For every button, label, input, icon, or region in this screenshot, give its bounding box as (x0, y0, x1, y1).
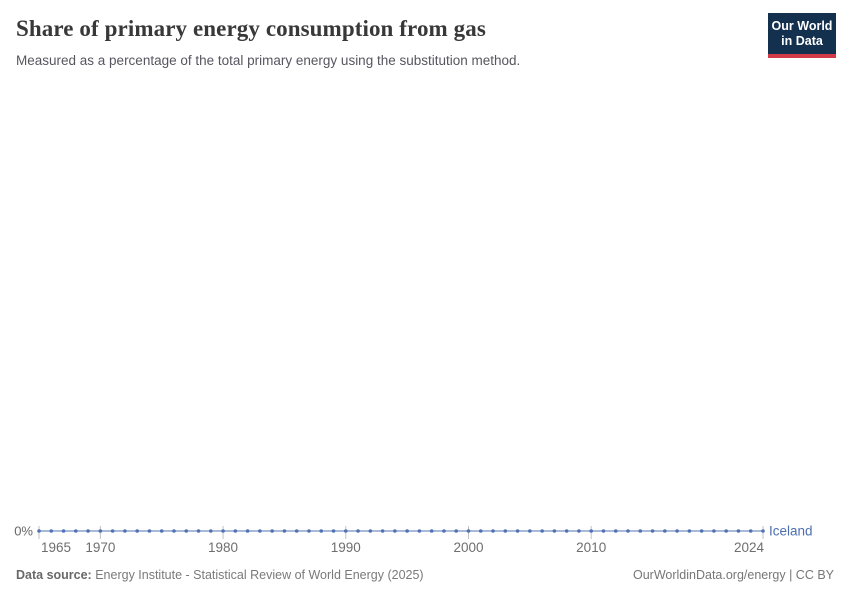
x-tick-label: 1970 (85, 540, 115, 555)
data-point[interactable] (417, 529, 422, 533)
data-point[interactable] (319, 529, 324, 533)
data-point[interactable] (429, 529, 434, 533)
data-source-value: Energy Institute - Statistical Review of… (91, 568, 424, 582)
data-point[interactable] (552, 529, 557, 533)
chart-title: Share of primary energy consumption from… (16, 16, 486, 41)
data-point[interactable] (245, 529, 250, 533)
data-point[interactable] (577, 529, 581, 533)
data-point[interactable] (208, 529, 213, 533)
data-point[interactable] (761, 529, 765, 533)
owid-logo-line2: in Data (781, 33, 823, 48)
data-point[interactable] (380, 529, 385, 533)
data-point[interactable] (478, 529, 483, 533)
data-point[interactable] (221, 529, 225, 533)
data-point[interactable] (405, 529, 409, 533)
data-point[interactable] (687, 529, 692, 533)
y-axis-label: 0% (14, 524, 33, 539)
x-tick-label: 1965 (41, 540, 71, 555)
data-point[interactable] (270, 529, 274, 533)
data-point[interactable] (294, 529, 299, 533)
data-point[interactable] (61, 529, 66, 533)
data-point[interactable] (699, 529, 704, 533)
x-tick-label: 2024 (734, 540, 765, 555)
data-point[interactable] (172, 529, 176, 533)
data-point[interactable] (37, 529, 41, 533)
data-point[interactable] (442, 529, 446, 533)
chart-subtitle: Measured as a percentage of the total pr… (16, 53, 521, 68)
data-source-note: Data source: Energy Institute - Statisti… (16, 568, 424, 582)
data-point[interactable] (135, 529, 139, 533)
data-point[interactable] (564, 529, 569, 533)
data-point[interactable] (736, 529, 741, 533)
owid-logo-line1: Our World (771, 19, 833, 33)
data-point[interactable] (638, 529, 643, 533)
data-source-label: Data source: (16, 568, 92, 582)
data-point[interactable] (528, 529, 532, 533)
x-tick-label: 2010 (576, 540, 606, 555)
data-point[interactable] (601, 529, 606, 533)
data-point[interactable] (343, 529, 348, 533)
data-point[interactable] (282, 529, 287, 533)
data-point[interactable] (503, 529, 508, 533)
data-point[interactable] (540, 529, 544, 533)
entity-label[interactable]: Iceland (769, 524, 813, 539)
data-point[interactable] (454, 529, 459, 533)
data-point[interactable] (74, 529, 78, 533)
owid-logo-text: Our World in Data (768, 13, 836, 54)
data-point[interactable] (712, 529, 716, 533)
data-point[interactable] (626, 529, 630, 533)
owid-logo[interactable]: Our World in Data (768, 13, 836, 58)
chart-footer: Data source: Energy Institute - Statisti… (16, 568, 834, 582)
data-point[interactable] (196, 529, 201, 533)
data-point[interactable] (748, 529, 753, 533)
data-point[interactable] (724, 529, 728, 533)
data-point[interactable] (663, 529, 667, 533)
data-point[interactable] (515, 529, 520, 533)
data-point[interactable] (491, 529, 495, 533)
data-point[interactable] (110, 529, 115, 533)
data-point[interactable] (233, 529, 238, 533)
data-point[interactable] (589, 529, 594, 533)
data-point[interactable] (123, 529, 127, 533)
data-point[interactable] (356, 529, 360, 533)
x-tick-label: 1990 (331, 540, 361, 555)
data-point[interactable] (86, 529, 90, 533)
data-point[interactable] (98, 529, 103, 533)
data-point[interactable] (147, 529, 152, 533)
data-point[interactable] (650, 529, 655, 533)
data-point[interactable] (331, 529, 336, 533)
data-point[interactable] (675, 529, 679, 533)
data-point[interactable] (466, 529, 471, 533)
x-tick-label: 1980 (208, 540, 238, 555)
data-point[interactable] (368, 529, 373, 533)
data-point[interactable] (49, 529, 54, 533)
data-point[interactable] (393, 529, 397, 533)
data-point[interactable] (159, 529, 164, 533)
owid-logo-red-bar (768, 53, 836, 58)
credit-link[interactable]: OurWorldinData.org/energy | CC BY (632, 568, 834, 582)
data-point[interactable] (613, 529, 618, 533)
data-point[interactable] (184, 529, 189, 533)
data-point[interactable] (307, 529, 311, 533)
data-point[interactable] (258, 529, 262, 533)
line-chart-canvas[interactable]: 1965 1970 1980 1990 2000 2010 2024 0% Iceland (0, 505, 850, 565)
x-tick-label: 2000 (453, 540, 483, 555)
